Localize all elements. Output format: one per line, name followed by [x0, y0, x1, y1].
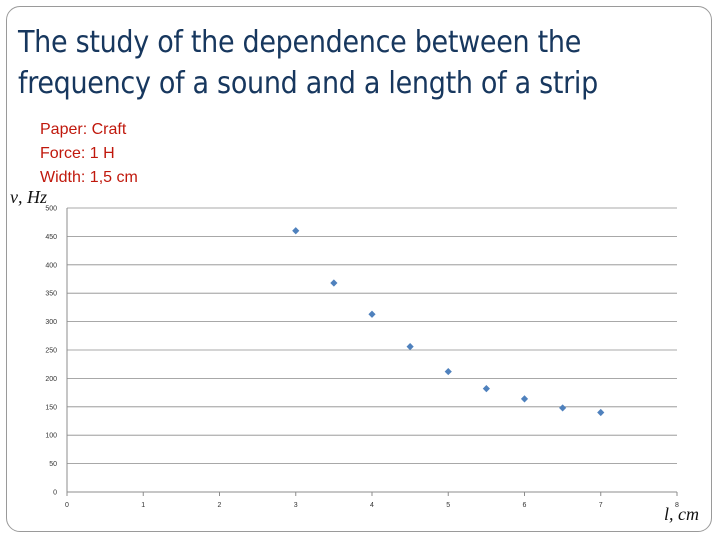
slide-frame [6, 6, 712, 532]
x-axis-label: l, cm [664, 504, 699, 524]
param-force: Force: 1 H [40, 145, 115, 162]
param-paper: Paper: Craft [40, 121, 127, 138]
slide-title: The study of the dependence between the … [18, 22, 708, 105]
param-width: Width: 1,5 cm [40, 169, 138, 186]
title-line-1: The study of the dependence between the [18, 25, 582, 60]
experiment-parameters: Paper: Craft Force: 1 H Width: 1,5 cm [40, 118, 138, 190]
y-axis-label: ν, Hz [10, 187, 47, 207]
title-line-2: frequency of a sound and a length of a s… [18, 66, 598, 102]
